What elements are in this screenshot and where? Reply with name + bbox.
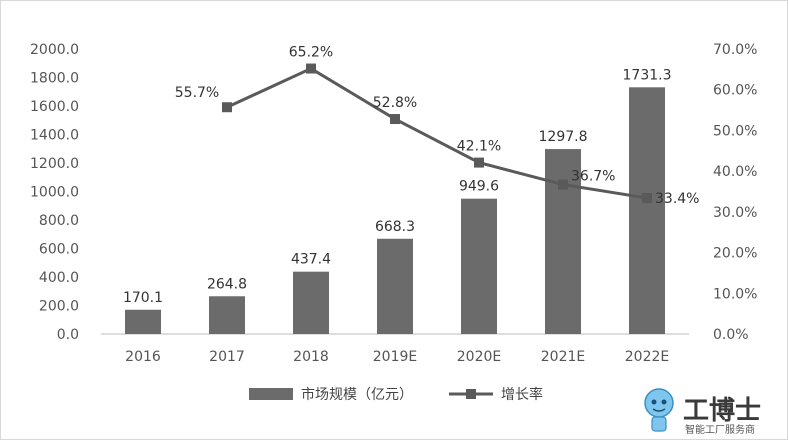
bar-data-label: 1731.3	[623, 67, 672, 83]
x-axis: 2016 2017 2018 2019E 2020E 2021E 2022E	[125, 349, 669, 365]
watermark-title: 工博士	[683, 396, 761, 426]
legend: 市场规模（亿元） 增长率	[249, 386, 543, 403]
bar-data-label: 264.8	[207, 276, 247, 292]
y-left-tick-label: 600.0	[39, 242, 79, 258]
line-point	[642, 193, 652, 204]
bar	[377, 238, 413, 334]
y-right-tick-label: 30.0%	[713, 205, 757, 221]
y-right-tick-label: 40.0%	[713, 164, 757, 180]
line-data-label: 36.7%	[571, 169, 615, 185]
bar-data-label: 949.6	[459, 179, 499, 195]
y-right-tick-label: 20.0%	[713, 246, 757, 262]
x-tick-label: 2019E	[373, 349, 417, 365]
y-left-tick-label: 800.0	[39, 213, 79, 229]
bar-data-label: 437.4	[291, 252, 331, 268]
bar	[461, 198, 497, 334]
y-right-tick-label: 0.0%	[713, 327, 749, 343]
x-tick-label: 2021E	[541, 349, 585, 365]
watermark-subtitle: 智能工厂服务商	[685, 423, 755, 436]
y-right-tick-label: 60.0%	[713, 83, 757, 99]
y-left-tick-label: 1600.0	[30, 99, 79, 115]
bar-series	[125, 87, 665, 334]
line-data-label: 33.4%	[655, 191, 699, 207]
y-left-tick-label: 1400.0	[30, 128, 79, 144]
bar	[125, 309, 161, 334]
x-tick-label: 2018	[293, 349, 329, 365]
bar-data-label: 170.1	[123, 290, 163, 306]
bar-data-labels: 170.1 264.8 437.4 668.3 949.6 1297.8 1731.3	[123, 67, 672, 305]
line-data-label: 42.1%	[457, 139, 501, 155]
line-point	[306, 63, 316, 74]
line-data-labels: 55.7% 65.2% 52.8% 42.1% 36.7% 33.4%	[175, 45, 700, 207]
y-left-tick-label: 1200.0	[30, 156, 79, 172]
bar	[629, 87, 665, 334]
legend-label-bar: 市场规模（亿元）	[301, 386, 413, 403]
y-left-tick-label: 400.0	[39, 270, 79, 286]
line-data-label: 55.7%	[175, 85, 219, 101]
y-left-tick-label: 200.0	[39, 299, 79, 315]
line-series	[222, 63, 652, 204]
x-tick-label: 2020E	[457, 349, 501, 365]
bar-data-label: 1297.8	[539, 129, 588, 145]
y-left-tick-label: 1800.0	[30, 71, 79, 87]
y-left-tick-label: 2000.0	[30, 42, 79, 58]
watermark: 工博士 智能工厂服务商	[644, 388, 761, 436]
bar	[209, 296, 245, 334]
growth-line	[226, 66, 648, 200]
legend-label-line: 增长率	[501, 386, 543, 403]
line-data-label: 65.2%	[289, 45, 333, 61]
x-tick-label: 2016	[125, 349, 161, 365]
bar	[293, 271, 329, 334]
x-tick-label: 2022E	[625, 349, 669, 365]
line-point	[390, 114, 400, 125]
robot-mascot-icon	[644, 388, 674, 432]
line-point	[474, 157, 484, 168]
y-left-axis: 0.0 200.0 400.0 600.0 800.0 1000.0 1200.0 1400.…	[30, 42, 79, 343]
bar-data-label: 668.3	[375, 219, 415, 235]
y-right-tick-label: 70.0%	[713, 42, 757, 58]
x-tick-label: 2017	[209, 349, 245, 365]
legend-swatch-line-marker	[466, 389, 476, 399]
line-data-label: 52.8%	[373, 95, 417, 111]
y-right-axis: 0.0% 10.0% 20.0% 30.0% 40.0% 50.0% 60.0% 70.0%	[713, 42, 757, 343]
y-right-tick-label: 50.0%	[713, 123, 757, 139]
y-right-tick-label: 10.0%	[713, 286, 757, 302]
line-point	[558, 179, 568, 190]
legend-swatch-bar	[249, 388, 293, 400]
y-left-tick-label: 0.0	[57, 327, 79, 343]
line-point	[222, 102, 232, 113]
y-left-tick-label: 1000.0	[30, 185, 79, 201]
